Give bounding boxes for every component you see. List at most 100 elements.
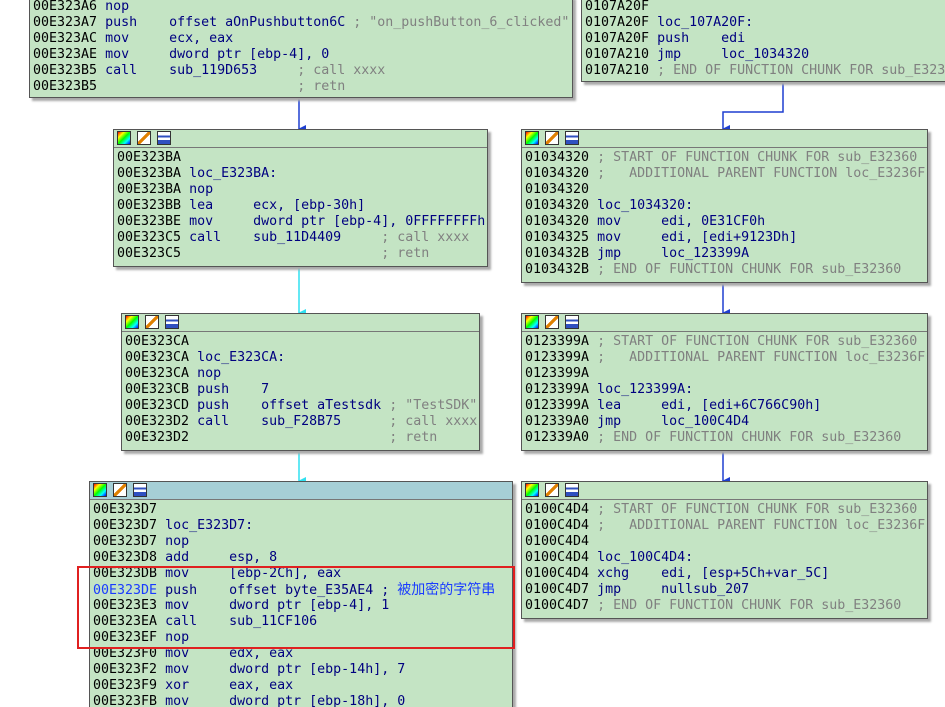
code-line: 0100C4D7 ; END OF FUNCTION CHUNK FOR sub… bbox=[525, 598, 924, 614]
comment: ; START OF FUNCTION CHUNK FOR sub_E32360 bbox=[597, 150, 918, 165]
code-line: 01034320 ; START OF FUNCTION CHUNK FOR s… bbox=[525, 150, 924, 166]
graph-icon[interactable] bbox=[165, 315, 179, 329]
comment: ; call xxxx bbox=[297, 63, 386, 78]
comment: ; retn bbox=[105, 79, 346, 94]
code-line: 012339A0 ; END OF FUNCTION CHUNK FOR sub… bbox=[525, 430, 924, 446]
comment: ; END OF FUNCTION CHUNK FOR sub_E323 bbox=[657, 63, 945, 78]
edit-icon[interactable] bbox=[545, 131, 559, 145]
address: 00E323BA bbox=[117, 150, 182, 165]
address: 0107A20F bbox=[585, 15, 650, 30]
address: 0107A20F bbox=[585, 0, 650, 14]
code-line: 00E323EF nop bbox=[93, 630, 509, 646]
code-line: 00E323CB push 7 bbox=[125, 382, 476, 398]
address: 0100C4D7 bbox=[525, 582, 590, 597]
block-body: 00E323A6 nop 00E323A7 push offset aOnPush… bbox=[30, 0, 572, 97]
code-line: 00E323D8 add esp, 8 bbox=[93, 550, 509, 566]
code-line: 0107A210 ; END OF FUNCTION CHUNK FOR sub… bbox=[585, 63, 945, 79]
code-line: 0107A20F bbox=[585, 0, 945, 15]
comment: 被加密的字符串 bbox=[397, 582, 496, 598]
code-block: 00E323D7 00E323D7 loc_E323D7: 00E323D7 nop… bbox=[89, 481, 513, 707]
edit-icon[interactable] bbox=[137, 131, 151, 145]
address: 00E323D8 bbox=[93, 550, 158, 565]
graph-icon[interactable] bbox=[157, 131, 171, 145]
color-icon[interactable] bbox=[117, 131, 131, 145]
code-line: 0100C4D4 xchg edi, [esp+5Ch+var_5C] bbox=[525, 566, 924, 582]
code-line: 00E323CA nop bbox=[125, 366, 476, 382]
code-line: 00E323AC mov ecx, eax bbox=[33, 31, 569, 47]
color-icon[interactable] bbox=[525, 131, 539, 145]
graph-icon[interactable] bbox=[565, 483, 579, 497]
address: 00E323CD bbox=[125, 398, 190, 413]
instruction: jmp loc_123399A bbox=[597, 246, 750, 261]
block-header bbox=[90, 482, 512, 500]
code-line: 012339A0 jmp loc_100C4D4 bbox=[525, 414, 924, 430]
code-line: 0123399A ; START OF FUNCTION CHUNK FOR s… bbox=[525, 334, 924, 350]
address: 0123399A bbox=[525, 350, 590, 365]
code-line: 00E323E3 mov dword ptr [ebp-4], 1 bbox=[93, 598, 509, 614]
graph-icon[interactable] bbox=[565, 131, 579, 145]
code-line: 00E323AE mov dword ptr [ebp-4], 0 bbox=[33, 47, 569, 63]
code-line: 00E323FB mov dword ptr [ebp-18h], 0 bbox=[93, 694, 509, 707]
edit-icon[interactable] bbox=[145, 315, 159, 329]
edit-icon[interactable] bbox=[545, 483, 559, 497]
color-icon[interactable] bbox=[125, 315, 139, 329]
instruction: nop bbox=[189, 182, 214, 197]
color-icon[interactable] bbox=[525, 315, 539, 329]
code-line: 0100C4D4 ; ADDITIONAL PARENT FUNCTION lo… bbox=[525, 518, 925, 534]
instruction: mov dword ptr [ebp-4], 1 bbox=[165, 598, 390, 613]
edge bbox=[722, 82, 784, 133]
block-header bbox=[522, 314, 927, 332]
address: 00E323B5 bbox=[33, 79, 98, 94]
comment: ; ADDITIONAL PARENT FUNCTION loc_E3236F bbox=[597, 350, 926, 365]
code-block: 01034320 ; START OF FUNCTION CHUNK FOR s… bbox=[521, 129, 928, 283]
address: 012339A0 bbox=[525, 430, 590, 445]
address: 01034320 bbox=[525, 150, 590, 165]
address: 01034320 bbox=[525, 214, 590, 229]
code-line: 0123399A bbox=[525, 366, 924, 382]
edit-icon[interactable] bbox=[545, 315, 559, 329]
code-line: 0123399A ; ADDITIONAL PARENT FUNCTION lo… bbox=[525, 350, 926, 366]
code-line: 0100C4D4 bbox=[525, 534, 924, 550]
address: 0107A210 bbox=[585, 47, 650, 62]
address: 0107A20F bbox=[585, 31, 650, 46]
address: 00E323DB bbox=[93, 566, 158, 581]
address: 00E323D7 bbox=[93, 518, 158, 533]
address: 00E323CA bbox=[125, 350, 190, 365]
address: 0100C4D4 bbox=[525, 566, 590, 581]
color-icon[interactable] bbox=[525, 483, 539, 497]
address: 0123399A bbox=[525, 334, 590, 349]
comment: ; call xxxx bbox=[389, 414, 478, 429]
block-body: 00E323D7 00E323D7 loc_E323D7: 00E323D7 nop… bbox=[90, 500, 512, 707]
address: 00E323BB bbox=[117, 198, 182, 213]
comment: ; retn bbox=[197, 430, 438, 445]
address: 00E323BA bbox=[117, 166, 182, 181]
edit-icon[interactable] bbox=[113, 483, 127, 497]
address: 00E323E3 bbox=[93, 598, 158, 613]
instruction: mov [ebp-2Ch], eax bbox=[165, 566, 342, 581]
comment: ; END OF FUNCTION CHUNK FOR sub_E32360 bbox=[597, 430, 902, 445]
code-line: 0100C4D4 loc_100C4D4: bbox=[525, 550, 924, 566]
code-line: 0107A20F loc_107A20F: bbox=[585, 15, 945, 31]
address: 0100C4D4 bbox=[525, 518, 590, 533]
code-line: 0103432B ; END OF FUNCTION CHUNK FOR sub… bbox=[525, 262, 924, 278]
comment: ; START OF FUNCTION CHUNK FOR sub_E32360 bbox=[597, 502, 918, 517]
address: 00E323D7 bbox=[93, 502, 158, 517]
instruction: push offset aOnPushbutton6C bbox=[105, 15, 346, 30]
address: 00E323C5 bbox=[117, 230, 182, 245]
graph-icon[interactable] bbox=[133, 483, 147, 497]
code-line: 00E323A6 nop bbox=[33, 0, 569, 15]
code-block: 00E323BA 00E323BA loc_E323BA: 00E323BA nop… bbox=[113, 129, 488, 267]
address: 0123399A bbox=[525, 366, 590, 381]
code-line: 00E323BE mov dword ptr [ebp-4], 0FFFFFFF… bbox=[117, 214, 485, 230]
code-line: 00E323D2 call sub_F28B75 ; call xxxx bbox=[125, 414, 478, 430]
address: 00E323B5 bbox=[33, 63, 98, 78]
instruction: loc_107A20F: bbox=[657, 15, 754, 30]
block-body: 00E323CA 00E323CA loc_E323CA: 00E323CA nop… bbox=[122, 332, 479, 448]
address: 0123399A bbox=[525, 398, 590, 413]
address: 0123399A bbox=[525, 382, 590, 397]
comment: ; START OF FUNCTION CHUNK FOR sub_E32360 bbox=[597, 334, 918, 349]
color-icon[interactable] bbox=[93, 483, 107, 497]
code-line: 00E323F9 xor eax, eax bbox=[93, 678, 509, 694]
graph-icon[interactable] bbox=[565, 315, 579, 329]
address: 00E323AE bbox=[33, 47, 98, 62]
